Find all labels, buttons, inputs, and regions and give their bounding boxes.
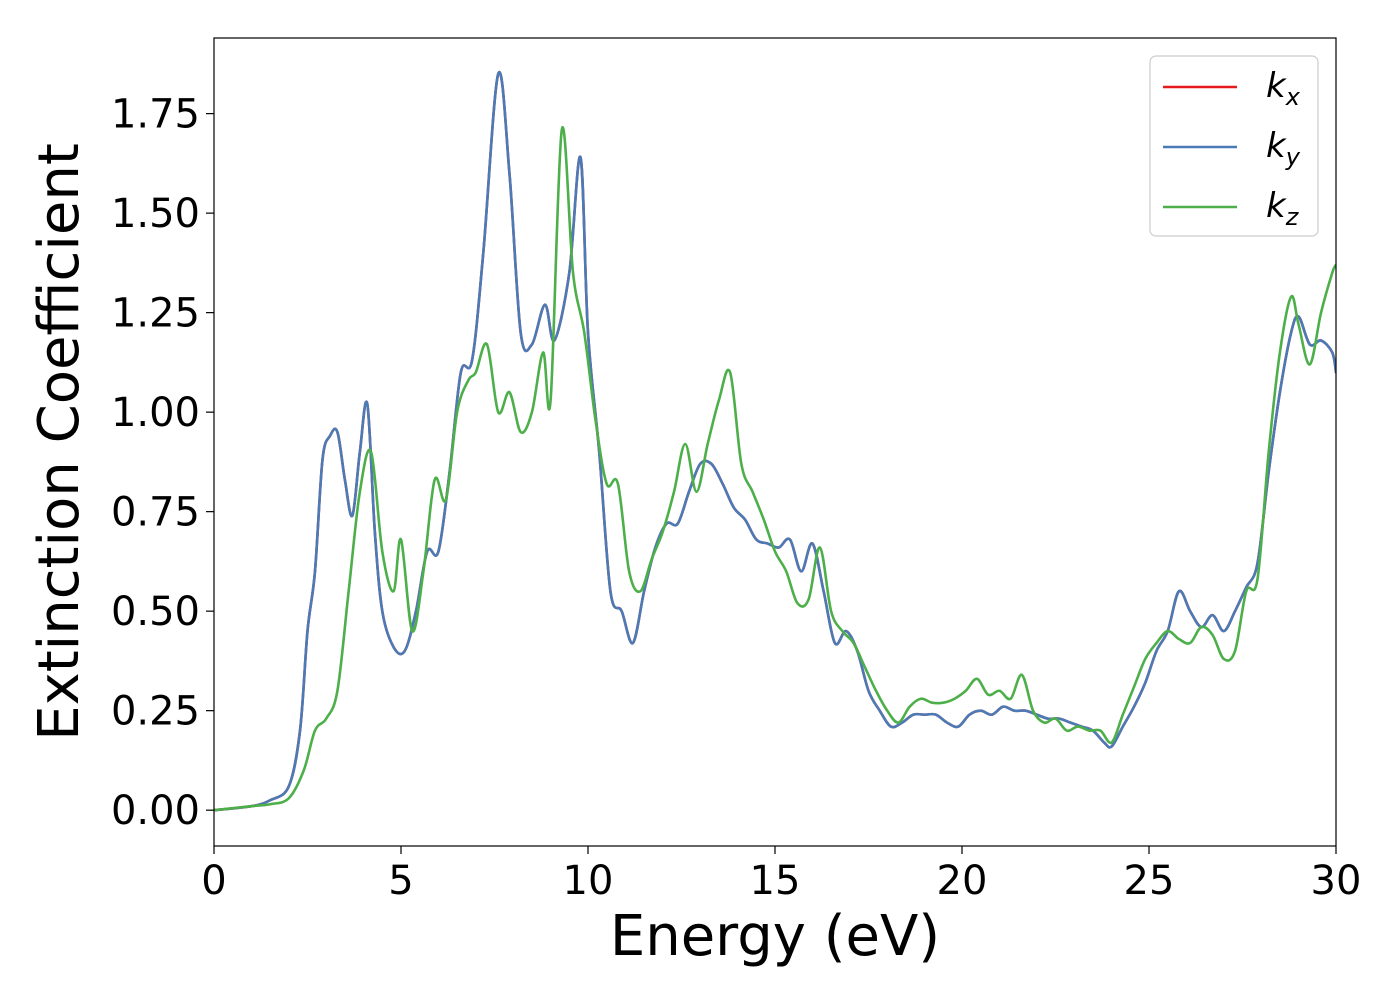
x-tick-label: 20 — [937, 858, 988, 904]
y-tick-label: 0.50 — [111, 589, 200, 635]
x-tick-label: 15 — [750, 858, 801, 904]
series-line-k-y — [214, 70, 1336, 812]
legend: kx ky kz — [1149, 55, 1319, 237]
x-tick-label: 10 — [563, 858, 614, 904]
y-tick-label: 0.25 — [111, 689, 200, 735]
plot-area — [214, 38, 1336, 846]
legend-label-k-z: kz — [1266, 186, 1300, 231]
x-axis: 0 5 10 15 20 25 30 — [201, 846, 1361, 904]
series-line-k-z — [214, 125, 1336, 812]
series-layer — [214, 70, 1336, 812]
x-tick-label: 25 — [1124, 858, 1175, 904]
x-tick-label: 30 — [1311, 858, 1362, 904]
x-tick-label: 5 — [388, 858, 413, 904]
legend-label-k-x: kx — [1266, 66, 1301, 111]
x-tick-label: 0 — [201, 858, 226, 904]
y-tick-label: 1.75 — [111, 92, 200, 138]
y-tick-label: 0.75 — [111, 490, 200, 536]
y-axis: 0.00 0.25 0.50 0.75 1.00 1.25 1.50 1.75 — [111, 92, 214, 834]
legend-label-k-y: ky — [1266, 126, 1301, 171]
y-axis-title: Extinction Coefficient — [27, 143, 92, 741]
y-tick-label: 1.50 — [111, 191, 200, 237]
y-tick-label: 1.25 — [111, 291, 200, 337]
y-tick-label: 0.00 — [111, 788, 200, 834]
y-tick-label: 1.00 — [111, 390, 200, 436]
x-axis-title: Energy (eV) — [610, 904, 940, 969]
